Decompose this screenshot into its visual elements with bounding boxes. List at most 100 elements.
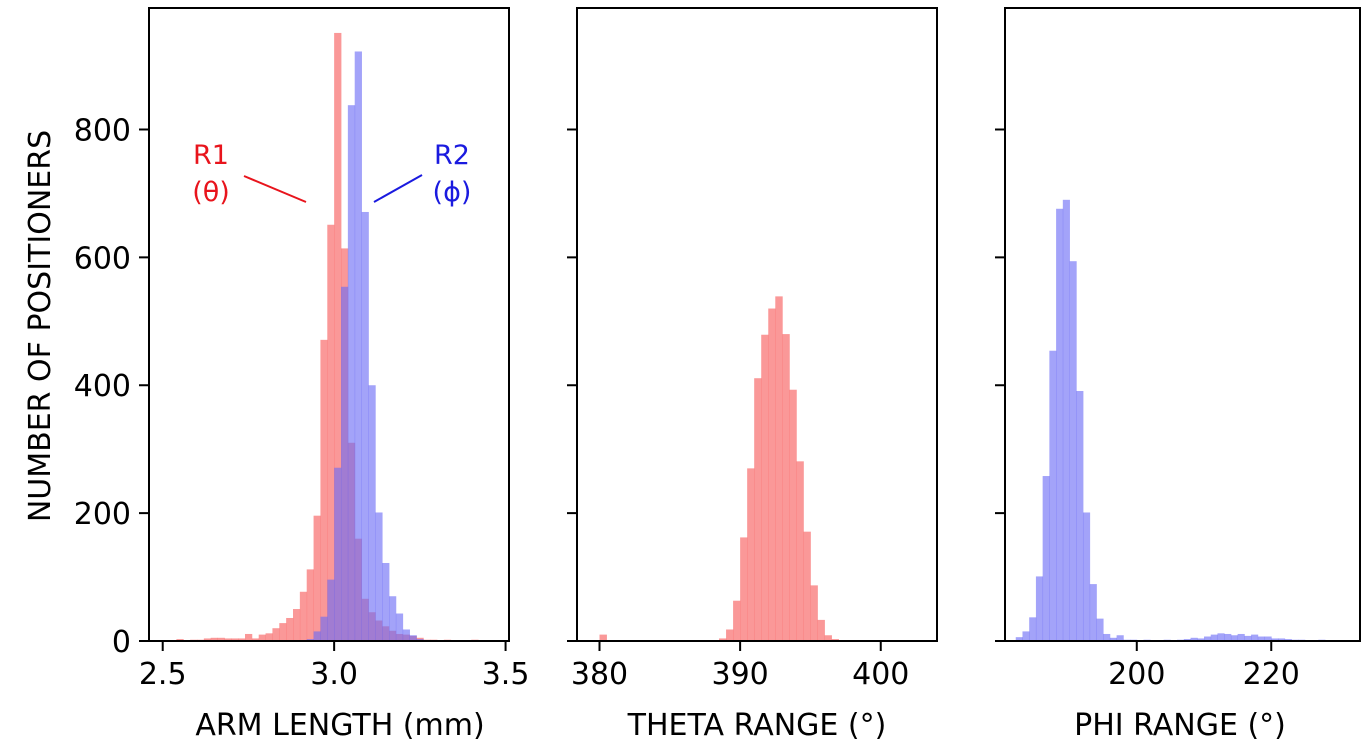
histogram-bar (1082, 512, 1091, 641)
histogram-bar (1116, 635, 1124, 641)
histogram-bar (1210, 634, 1218, 641)
histogram-bar (1022, 631, 1030, 641)
histogram-bar (251, 638, 260, 641)
annotation-r1-symbol: (θ) (192, 177, 230, 208)
histogram-bar (203, 638, 212, 641)
histogram-bar (1251, 634, 1259, 641)
histogram-bar (1277, 638, 1286, 641)
histogram-bar (1042, 476, 1050, 641)
x-axis-title-theta-range: THETA RANGE (°) (627, 708, 887, 743)
histogram-bar (1224, 633, 1232, 641)
histogram-bar (258, 634, 266, 641)
histogram-bar (754, 378, 762, 641)
histogram-bar (761, 334, 769, 641)
histogram-bar (354, 51, 362, 642)
x-tick-label: 390 (711, 657, 768, 692)
histogram-bar (1089, 584, 1097, 641)
x-axis-title-phi-range: PHI RANGE (°) (1074, 708, 1286, 743)
histogram-bar (789, 389, 797, 641)
histogram-bar (1015, 637, 1023, 641)
histogram-bar (747, 468, 755, 641)
histogram-bar (389, 596, 397, 641)
histogram-bar (395, 613, 404, 641)
histogram-bar (286, 617, 294, 641)
histogram-bar (1244, 635, 1252, 641)
y-tick-label: 200 (74, 497, 131, 532)
panel-theta-range: THETA RANGE (°) 380 390 400 (567, 7, 938, 743)
panel-phi-range: PHI RANGE (°) 200 220 (995, 7, 1361, 743)
histogram-bar (782, 334, 790, 641)
histogram-bar (1049, 350, 1057, 641)
histogram-bar (320, 339, 328, 641)
bars-phi-range (1015, 199, 1326, 641)
y-tick-label: 0 (112, 625, 131, 660)
x-tick-label: 380 (571, 657, 628, 692)
y-tick-label: 800 (74, 113, 131, 148)
histogram-bar (402, 629, 410, 641)
x-tick-label: 200 (1108, 657, 1165, 692)
y-tick-label: 400 (74, 369, 131, 404)
histogram-bar (245, 633, 253, 641)
histogram-bar (238, 638, 246, 641)
histogram-bar (1062, 199, 1070, 641)
x-tick-label: 3.5 (482, 657, 530, 692)
histogram-bar (334, 32, 342, 641)
histogram-bar (1197, 638, 1205, 641)
histogram-bar (1237, 633, 1245, 641)
bars-theta-range (599, 296, 839, 641)
histogram-bar (1204, 636, 1212, 641)
histogram-bar (313, 515, 321, 641)
annotation-r2-leader (373, 174, 423, 203)
histogram-bar (768, 308, 776, 641)
histogram-bar (1271, 638, 1279, 641)
x-tick-label: 220 (1243, 657, 1300, 692)
histogram-bar (306, 569, 314, 641)
histogram-bar (1230, 635, 1239, 641)
histogram-bar (1217, 633, 1225, 641)
histogram-bar (1029, 617, 1037, 641)
histogram-bar (726, 629, 734, 641)
annotation-r1-label: R1 (193, 140, 229, 171)
histogram-bar (347, 105, 356, 641)
histogram-bar (719, 638, 727, 641)
x-tick-label: 400 (852, 657, 909, 692)
histogram-bar (1069, 261, 1077, 641)
histogram-bar (210, 637, 218, 641)
histogram-bar (775, 296, 783, 641)
histogram-bar (313, 631, 321, 641)
annotation-r2-label: R2 (434, 140, 470, 171)
histogram-bar (224, 638, 232, 641)
histogram-bar (1096, 618, 1104, 641)
series-2-arm-length (306, 51, 424, 642)
plot-frame-arm-length (148, 7, 510, 642)
histogram-bar (1264, 636, 1272, 641)
histogram-bar (299, 591, 308, 641)
panel-arm-length: ARM LENGTH (mm) R1 (θ) R2 (ϕ) 0 200 400 600… (74, 7, 530, 743)
bars-arm-length (176, 32, 493, 642)
series-1-phi-range (1015, 199, 1326, 641)
histogram-bar (824, 635, 832, 641)
histogram-bar (733, 600, 741, 641)
histogram-bar (803, 531, 811, 641)
histogram-bar (409, 635, 417, 641)
histogram-bar (341, 286, 349, 641)
histogram-bar (279, 623, 287, 641)
histogram-bar (265, 633, 273, 641)
histogram-bar (272, 628, 280, 641)
x-tick-label: 3.0 (310, 657, 358, 692)
histogram-bar (293, 609, 301, 641)
histogram-bar (231, 638, 239, 641)
histogram-bar (327, 579, 335, 641)
histogram-bar (796, 461, 804, 641)
x-axis-title-arm-length: ARM LENGTH (mm) (195, 708, 484, 743)
histogram-bar (320, 616, 328, 641)
histogram-bar (817, 619, 825, 641)
y-axis-title: NUMBER OF POSITIONERS (23, 130, 58, 522)
x-tick-label: 2.5 (139, 657, 187, 692)
annotation-r2: R2 (ϕ) (373, 140, 471, 208)
histogram-bar (740, 537, 748, 641)
series-1-theta-range (599, 296, 839, 641)
histogram-bar (599, 634, 607, 641)
histogram-bar (1103, 633, 1111, 641)
